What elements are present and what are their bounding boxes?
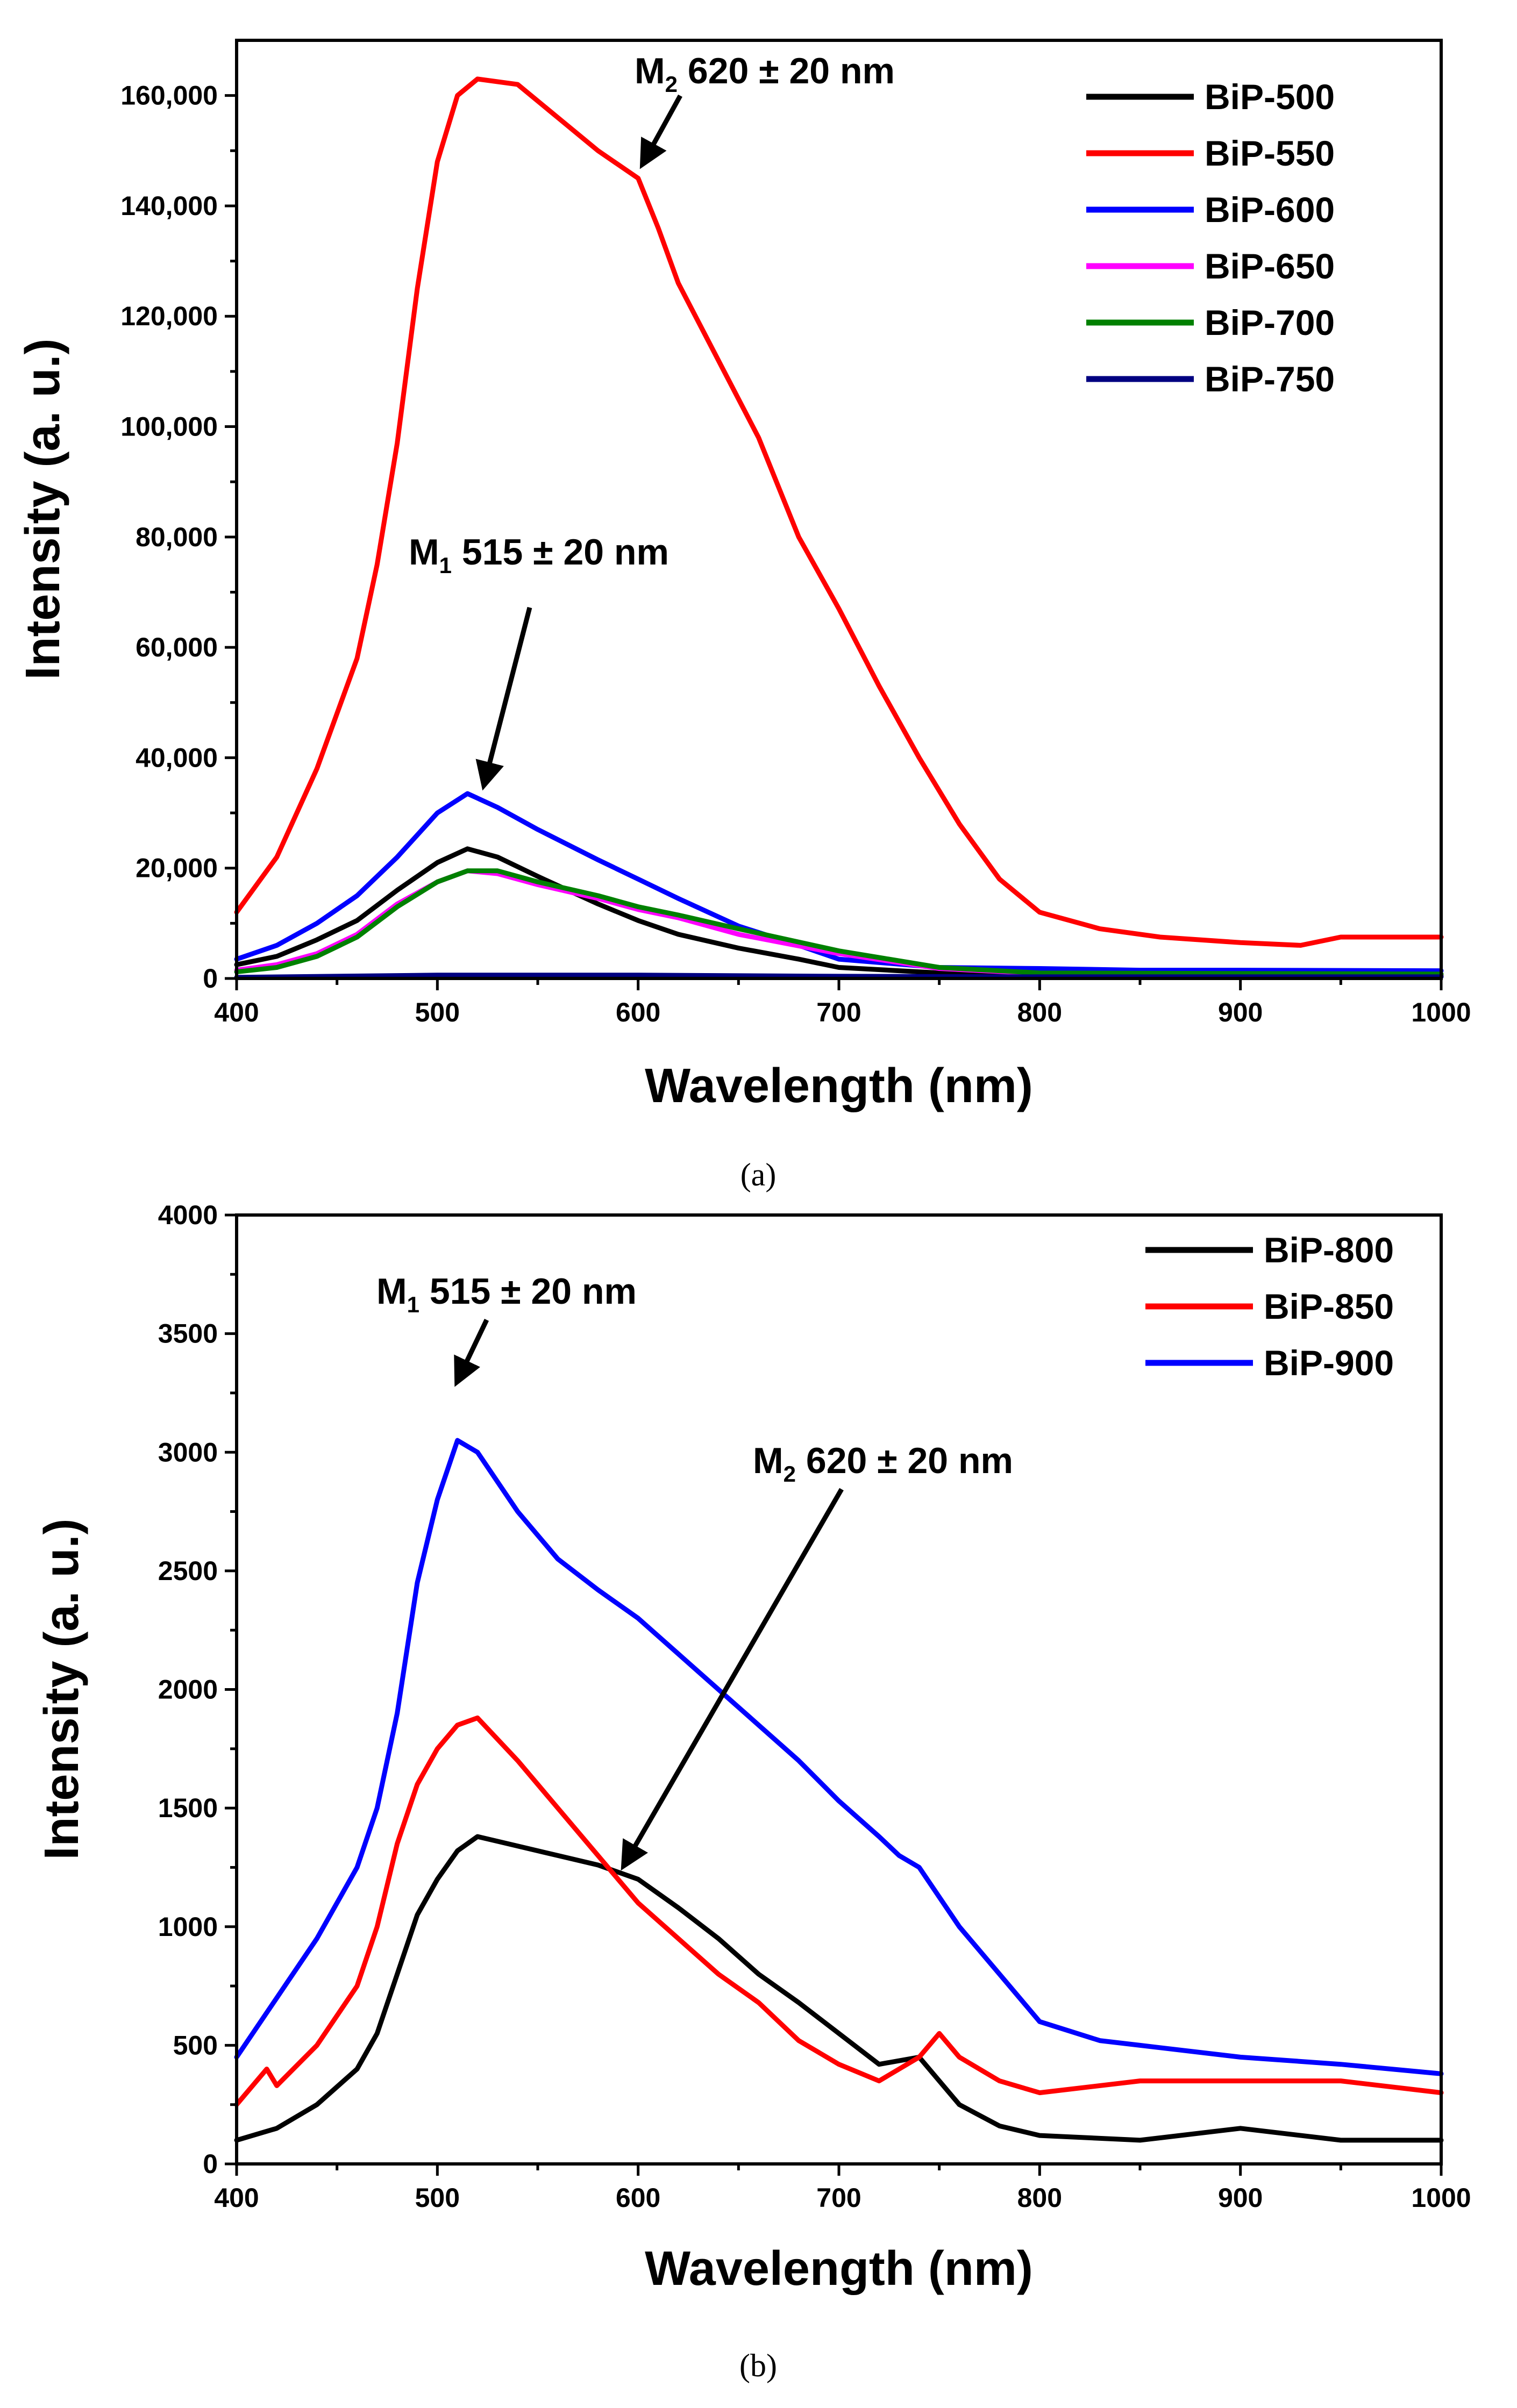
legend-label-bip-800: BiP-800 <box>1264 1230 1394 1270</box>
y-tick-label: 3000 <box>158 1437 218 1467</box>
series-line-bip-600 <box>234 791 1444 974</box>
annotation-m1-a-main: M <box>409 532 439 573</box>
x-ticks-b: 400 500 600 700 800 900 1000 <box>214 2164 1471 2213</box>
series-line-bip-800 <box>234 1834 1444 2143</box>
x-axis-title-b: Wavelength (nm) <box>645 2242 1033 2296</box>
svg-text:M1 515 ± 20 nm: M1 515 ± 20 nm <box>409 532 669 578</box>
chart-panel-a: 400 500 600 700 800 900 1000 0 20,000 40,000 60,0… <box>16 39 1471 1192</box>
chart-panel-b: 400 500 600 700 800 900 1000 0 500 1000 1500 2000 2… <box>35 1200 1471 2383</box>
y-tick-label: 60,000 <box>136 632 218 662</box>
annotation-m2-b-rest: 620 ± 20 nm <box>796 1440 1013 1481</box>
annotation-m1-b-arrow <box>454 1319 489 1387</box>
annotation-m1-a-rest: 515 ± 20 nm <box>452 532 669 573</box>
x-tick-label: 600 <box>616 997 660 1027</box>
legend-label-bip-550: BiP-550 <box>1205 133 1335 173</box>
y-tick-label: 100,000 <box>120 412 218 442</box>
legend-label-bip-600: BiP-600 <box>1205 190 1335 230</box>
x-tick-label: 500 <box>415 997 460 1027</box>
x-tick-label: 800 <box>1017 997 1062 1027</box>
y-tick-label: 0 <box>203 963 218 994</box>
x-tick-label: 1000 <box>1411 997 1471 1027</box>
annotation-m1-b-main: M <box>376 1271 407 1312</box>
annotation-m2-b-sub: 2 <box>784 1461 796 1487</box>
annotation-m2-a: M2 620 ± 20 nm <box>635 51 895 169</box>
y-axis-title-b: Intensity (a. u.) <box>35 1518 89 1860</box>
annotation-m2-a-rest: 620 ± 20 nm <box>678 51 895 91</box>
legend-label-bip-750: BiP-750 <box>1205 359 1335 399</box>
x-tick-label: 800 <box>1017 2183 1062 2213</box>
legend-a: BiP-500 BiP-550 BiP-600 BiP-650 BiP-700 BiP-7… <box>1086 77 1335 399</box>
svg-text:M2 620 ± 20 nm: M2 620 ± 20 nm <box>635 51 895 97</box>
x-tick-label: 900 <box>1218 997 1263 1027</box>
y-tick-label: 160,000 <box>120 81 218 111</box>
legend-label-bip-850: BiP-850 <box>1264 1287 1394 1326</box>
series-line-bip-500 <box>234 846 1444 978</box>
x-tick-label: 500 <box>415 2183 460 2213</box>
annotation-m1-b: M1 515 ± 20 nm <box>376 1271 637 1387</box>
legend-label-bip-700: BiP-700 <box>1205 303 1335 342</box>
x-tick-label: 900 <box>1218 2183 1263 2213</box>
series-lines-a <box>234 76 1444 980</box>
y-tick-label: 120,000 <box>120 301 218 331</box>
caption-b: (b) <box>739 2348 777 2383</box>
y-tick-label: 20,000 <box>136 853 218 883</box>
series-lines-b <box>234 1438 1444 2143</box>
x-tick-label: 600 <box>616 2183 660 2213</box>
annotation-m1-a-sub: 1 <box>439 553 452 578</box>
annotation-m1-a: M1 515 ± 20 nm <box>409 532 669 791</box>
series-line-bip-700 <box>234 868 1444 977</box>
series-line-bip-550 <box>234 76 1444 948</box>
plot-frame-b <box>235 1213 1443 2166</box>
x-ticks-a: 400 500 600 700 800 900 1000 <box>214 978 1471 1027</box>
y-tick-label: 1000 <box>158 1912 218 1942</box>
y-tick-label: 2000 <box>158 1675 218 1705</box>
annotation-m2-b-arrow <box>621 1488 844 1871</box>
y-tick-label: 3500 <box>158 1319 218 1349</box>
legend-b: BiP-800 BiP-850 BiP-900 <box>1145 1230 1394 1383</box>
annotation-m2-a-sub: 2 <box>665 72 678 97</box>
legend-label-bip-650: BiP-650 <box>1205 246 1335 286</box>
y-tick-label: 500 <box>173 2030 218 2060</box>
annotation-m2-b: M2 620 ± 20 nm <box>621 1440 1013 1871</box>
x-tick-label: 700 <box>816 997 861 1027</box>
x-axis-title-a: Wavelength (nm) <box>645 1059 1033 1113</box>
y-tick-label: 80,000 <box>136 522 218 552</box>
svg-text:M2 620 ± 20 nm: M2 620 ± 20 nm <box>753 1440 1013 1487</box>
y-tick-label: 140,000 <box>120 191 218 221</box>
series-line-bip-850 <box>234 1715 1444 2107</box>
legend-label-bip-500: BiP-500 <box>1205 77 1335 117</box>
annotation-m1-b-rest: 515 ± 20 nm <box>419 1271 637 1312</box>
annotation-m1-a-arrow <box>475 606 532 791</box>
y-ticks-b: 0 500 1000 1500 2000 2500 3000 3500 4000 <box>158 1200 237 2179</box>
series-line-bip-900 <box>234 1438 1444 2076</box>
legend-label-bip-900: BiP-900 <box>1264 1343 1394 1383</box>
annotation-m2-a-main: M <box>635 51 665 91</box>
annotation-m1-b-sub: 1 <box>407 1292 419 1317</box>
x-tick-label: 1000 <box>1411 2183 1471 2213</box>
y-tick-label: 4000 <box>158 1200 218 1230</box>
y-tick-label: 0 <box>203 2149 218 2179</box>
annotation-m2-a-arrow <box>639 94 682 169</box>
x-tick-label: 400 <box>214 997 259 1027</box>
y-ticks-a: 0 20,000 40,000 60,000 80,000 100,000 120,000 1… <box>120 81 237 994</box>
svg-text:M1 515 ± 20 nm: M1 515 ± 20 nm <box>376 1271 637 1317</box>
y-axis-title-a: Intensity (a. u.) <box>16 338 70 680</box>
x-tick-label: 400 <box>214 2183 259 2213</box>
annotation-m2-b-main: M <box>753 1440 784 1481</box>
series-line-bip-750 <box>234 973 1444 980</box>
y-tick-label: 1500 <box>158 1793 218 1823</box>
y-tick-label: 2500 <box>158 1556 218 1586</box>
caption-a: (a) <box>740 1157 777 1192</box>
y-tick-label: 40,000 <box>136 742 218 773</box>
x-tick-label: 700 <box>816 2183 861 2213</box>
